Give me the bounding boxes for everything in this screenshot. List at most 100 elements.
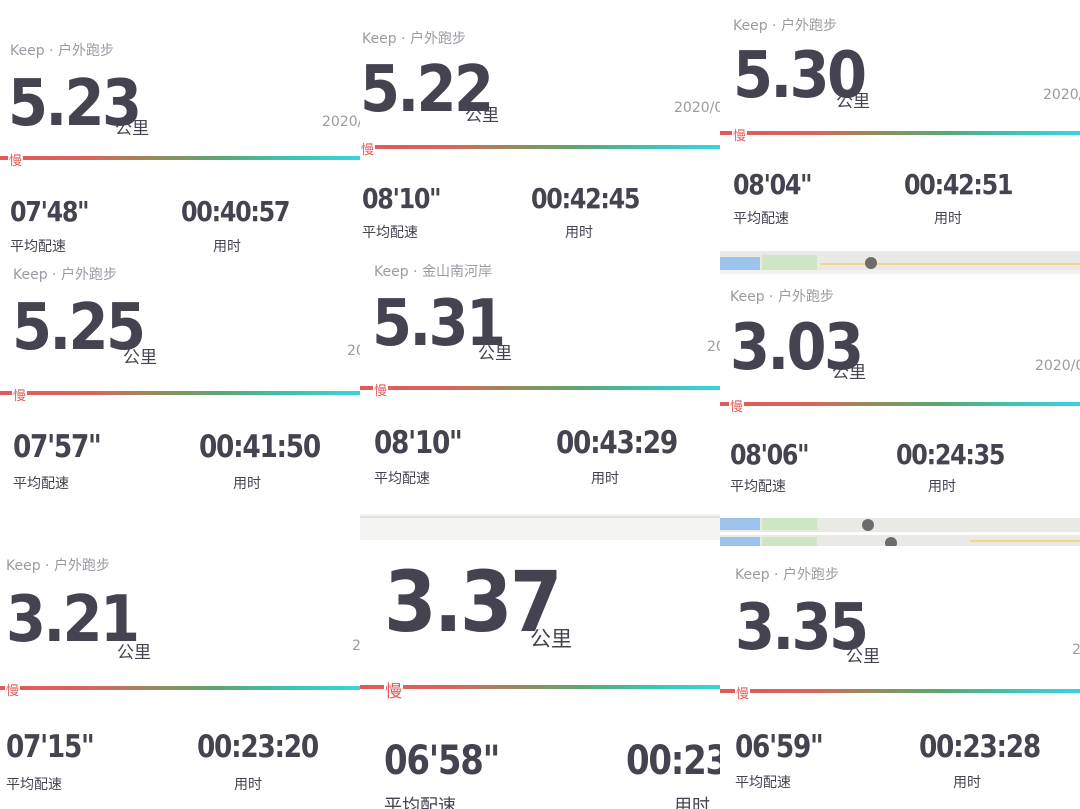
slow-label: 慢: [5, 680, 21, 699]
distance-unit: 公里: [117, 643, 151, 663]
distance-value: 5.23: [8, 67, 142, 141]
run-card-6[interactable]: Keep · 户外跑步 3.03 公里 2020/0 慢 08'06" 平均配速…: [720, 270, 1080, 546]
distance-value: 3.35: [735, 591, 869, 665]
pace-value: 08'04": [733, 168, 813, 201]
pace-label: 平均配速: [362, 225, 418, 241]
map-pin-icon: [885, 537, 897, 546]
route-map-strip-top: [720, 270, 1080, 274]
pace-gradient-bar: [0, 686, 360, 690]
distance-unit: 公里: [832, 363, 866, 383]
source-label: Keep · 户外跑步: [10, 43, 114, 59]
source-label: Keep · 户外跑步: [730, 289, 834, 305]
slow-label: 慢: [12, 385, 28, 404]
time-value: 00:23:20: [197, 729, 319, 765]
slow-label: 慢: [732, 125, 748, 144]
time-value: 00:42:45: [531, 182, 640, 215]
source-label: Keep · 户外跑步: [6, 558, 110, 574]
slow-label: 慢: [373, 380, 389, 399]
date-label: 20: [707, 339, 720, 355]
pace-gradient-bar: [360, 685, 720, 689]
pace-gradient-bar: [360, 386, 720, 390]
run-card-8[interactable]: 3.37 公里 慢 06'58" 平均配速 00:23: 用时: [360, 540, 720, 809]
time-label: 用时: [213, 239, 241, 255]
time-value: 00:43:29: [556, 425, 678, 461]
date-label: 2020/: [1043, 87, 1080, 103]
pace-gradient-bar: [720, 131, 1080, 135]
map-pin-icon: [865, 257, 877, 269]
time-value: 00:23:28: [919, 729, 1041, 765]
pace-gradient-bar: [720, 402, 1080, 406]
pace-value: 08'10": [374, 425, 463, 461]
pace-label: 平均配速: [735, 775, 791, 791]
time-value: 00:23:: [626, 738, 720, 784]
distance-value: 5.22: [360, 53, 494, 127]
route-map-strip: [720, 518, 1080, 546]
slow-label: 慢: [729, 396, 745, 415]
distance-unit: 公里: [846, 647, 880, 667]
pace-label: 平均配速: [6, 777, 62, 793]
pace-gradient-bar: [360, 145, 720, 149]
source-label: Keep · 金山南河岸: [374, 264, 492, 280]
source-label: Keep · 户外跑步: [13, 267, 117, 283]
time-label: 用时: [953, 775, 981, 791]
slow-label: 慢: [384, 677, 403, 702]
pace-gradient-bar: [0, 391, 360, 395]
pace-label: 平均配速: [384, 796, 456, 809]
pace-gradient-bar: [0, 156, 360, 160]
date-label: 2020/0: [674, 100, 720, 116]
map-pin-icon: [862, 519, 874, 531]
pace-value: 07'15": [6, 729, 95, 765]
time-label: 用时: [565, 225, 593, 241]
pace-value: 06'59": [735, 729, 824, 765]
time-label: 用时: [928, 479, 956, 495]
distance-unit: 公里: [478, 344, 512, 364]
run-card-2[interactable]: Keep · 户外跑步 5.22 公里 2020/0 慢 08'10" 平均配速…: [360, 0, 720, 258]
run-card-7[interactable]: Keep · 户外跑步 3.21 公里 2 慢 07'15" 平均配速 00:2…: [0, 540, 360, 809]
pace-label: 平均配速: [374, 471, 430, 487]
date-label: 2: [352, 638, 360, 654]
time-value: 00:41:50: [199, 429, 321, 465]
pace-label: 平均配速: [13, 476, 69, 492]
distance-value: 3.03: [730, 311, 864, 385]
distance-value: 5.25: [12, 291, 146, 365]
run-card-9[interactable]: Keep · 户外跑步 3.35 公里 2 慢 06'59" 平均配速 00:2…: [720, 546, 1080, 809]
time-value: 00:42:51: [904, 168, 1013, 201]
time-value: 00:40:57: [181, 195, 290, 228]
time-label: 用时: [591, 471, 619, 487]
run-card-1[interactable]: Keep · 户外跑步 5.23 公里 2020/ 慢 07'48" 平均配速 …: [0, 0, 360, 258]
route-map-strip: [720, 251, 1080, 270]
date-label: 20: [347, 343, 360, 359]
distance-unit: 公里: [465, 106, 499, 126]
date-label: 2020/0: [1035, 358, 1080, 374]
source-label: Keep · 户外跑步: [735, 567, 839, 583]
run-card-4[interactable]: Keep · 户外跑步 5.25 公里 20 慢 07'57" 平均配速 00:…: [0, 258, 360, 540]
time-label: 用时: [233, 476, 261, 492]
pace-label: 平均配速: [730, 479, 786, 495]
run-card-5[interactable]: Keep · 金山南河岸 5.31 公里 20 慢 08'10" 平均配速 00…: [360, 258, 720, 540]
distance-unit: 公里: [123, 348, 157, 368]
pace-label: 平均配速: [733, 211, 789, 227]
pace-value: 08'10": [362, 182, 442, 215]
source-label: Keep · 户外跑步: [362, 31, 466, 47]
time-label: 用时: [934, 211, 962, 227]
pace-label: 平均配速: [10, 239, 66, 255]
pace-value: 06'58": [384, 738, 500, 784]
slow-label: 慢: [735, 683, 751, 702]
pace-value: 08'06": [730, 438, 810, 471]
time-value: 00:24:35: [896, 438, 1005, 471]
pace-gradient-bar: [720, 689, 1080, 693]
source-label: Keep · 户外跑步: [733, 18, 837, 34]
distance-value: 5.30: [733, 39, 867, 113]
slow-label: 慢: [8, 150, 24, 169]
distance-unit: 公里: [115, 119, 149, 139]
pace-value: 07'57": [13, 429, 102, 465]
route-map-strip: [360, 514, 720, 540]
distance-value: 5.31: [372, 287, 506, 361]
run-card-3[interactable]: Keep · 户外跑步 5.30 公里 2020/ 慢 08'04" 平均配速 …: [720, 0, 1080, 270]
distance-unit: 公里: [530, 627, 572, 651]
distance-value: 3.37: [384, 553, 562, 651]
date-label: 2: [1072, 642, 1080, 658]
pace-value: 07'48": [10, 195, 90, 228]
distance-unit: 公里: [836, 92, 870, 112]
distance-value: 3.21: [6, 583, 140, 657]
